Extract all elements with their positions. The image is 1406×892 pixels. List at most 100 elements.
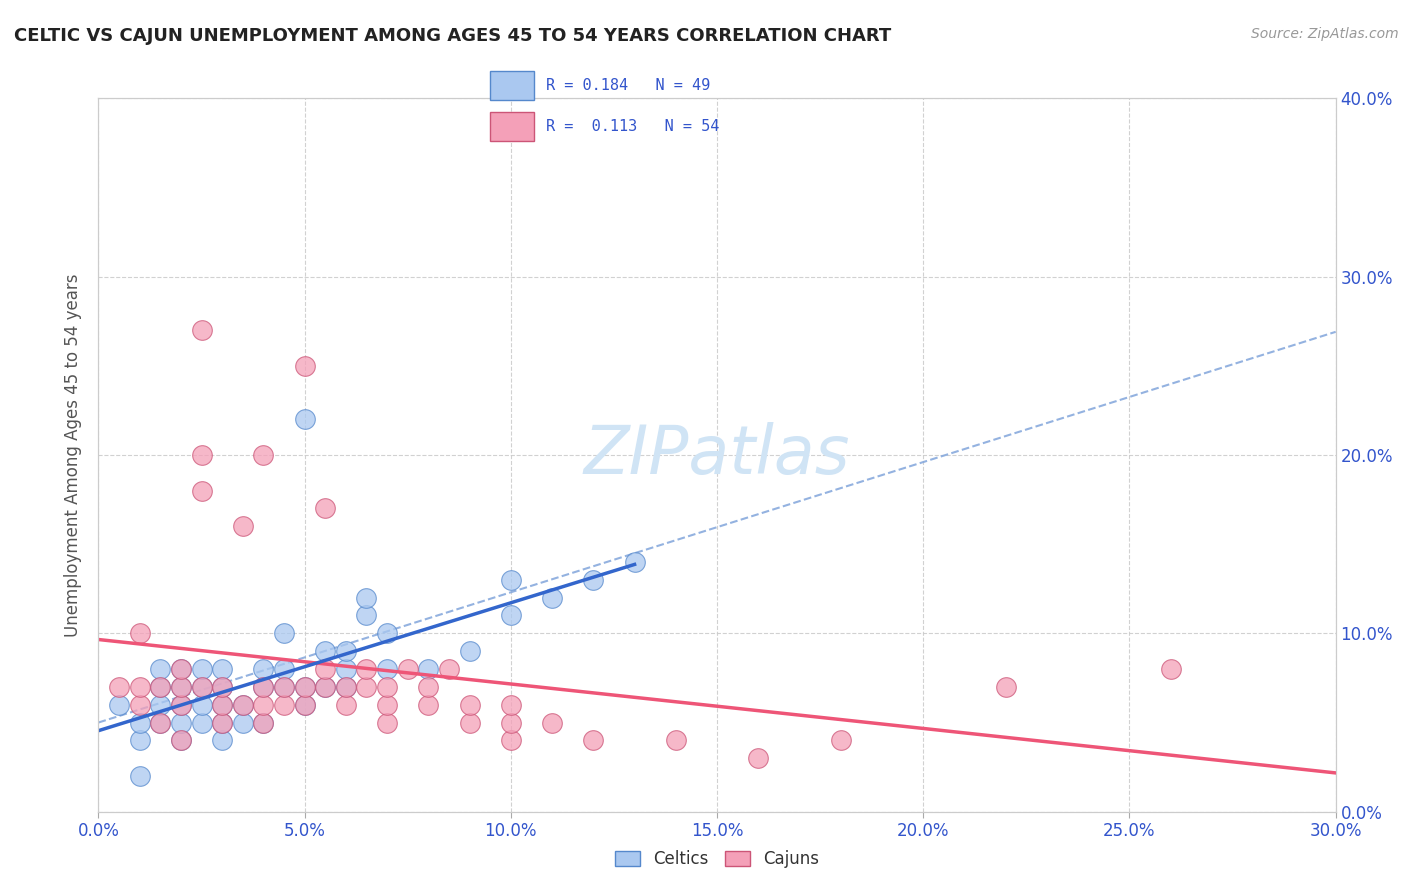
- Bar: [491, 112, 534, 141]
- Point: [294, 698, 316, 712]
- Point: [149, 680, 172, 694]
- Point: [128, 733, 150, 747]
- Point: [211, 698, 233, 712]
- Point: [211, 680, 233, 694]
- Text: Source: ZipAtlas.com: Source: ZipAtlas.com: [1251, 27, 1399, 41]
- Point: [1160, 662, 1182, 676]
- Point: [211, 698, 233, 712]
- Point: [252, 680, 274, 694]
- Point: [541, 591, 564, 605]
- Point: [458, 644, 481, 658]
- Point: [294, 680, 316, 694]
- Point: [356, 662, 378, 676]
- Point: [252, 715, 274, 730]
- Point: [582, 733, 605, 747]
- Point: [356, 591, 378, 605]
- Point: [170, 733, 193, 747]
- Point: [190, 698, 212, 712]
- Point: [541, 715, 564, 730]
- Point: [294, 680, 316, 694]
- Point: [273, 626, 295, 640]
- Point: [375, 715, 398, 730]
- Point: [294, 359, 316, 373]
- Point: [211, 680, 233, 694]
- Point: [375, 698, 398, 712]
- Text: R = 0.184   N = 49: R = 0.184 N = 49: [546, 78, 710, 93]
- Point: [149, 698, 172, 712]
- Point: [190, 662, 212, 676]
- Point: [252, 448, 274, 462]
- Point: [190, 483, 212, 498]
- Point: [273, 680, 295, 694]
- Point: [458, 698, 481, 712]
- Point: [108, 680, 131, 694]
- Point: [170, 662, 193, 676]
- Point: [437, 662, 460, 676]
- Point: [128, 698, 150, 712]
- Point: [335, 680, 357, 694]
- Point: [314, 680, 336, 694]
- Point: [232, 698, 254, 712]
- Point: [211, 715, 233, 730]
- Point: [356, 680, 378, 694]
- Point: [170, 680, 193, 694]
- Point: [499, 715, 522, 730]
- Point: [499, 573, 522, 587]
- Point: [314, 662, 336, 676]
- Point: [458, 715, 481, 730]
- Point: [830, 733, 852, 747]
- Point: [994, 680, 1017, 694]
- Point: [375, 662, 398, 676]
- Point: [128, 680, 150, 694]
- Point: [190, 680, 212, 694]
- Point: [232, 715, 254, 730]
- Point: [747, 751, 769, 765]
- Point: [335, 680, 357, 694]
- Point: [128, 715, 150, 730]
- Point: [499, 698, 522, 712]
- Point: [170, 680, 193, 694]
- Point: [582, 573, 605, 587]
- Point: [232, 519, 254, 533]
- Point: [375, 626, 398, 640]
- Text: CELTIC VS CAJUN UNEMPLOYMENT AMONG AGES 45 TO 54 YEARS CORRELATION CHART: CELTIC VS CAJUN UNEMPLOYMENT AMONG AGES …: [14, 27, 891, 45]
- Point: [211, 733, 233, 747]
- Point: [335, 644, 357, 658]
- Point: [314, 680, 336, 694]
- Point: [356, 608, 378, 623]
- Point: [252, 715, 274, 730]
- Text: ZIPatlas: ZIPatlas: [583, 422, 851, 488]
- Point: [190, 715, 212, 730]
- Point: [294, 698, 316, 712]
- Point: [335, 698, 357, 712]
- Point: [128, 626, 150, 640]
- Point: [418, 680, 440, 694]
- Point: [190, 680, 212, 694]
- Point: [252, 698, 274, 712]
- Point: [190, 448, 212, 462]
- Point: [396, 662, 419, 676]
- Point: [273, 680, 295, 694]
- Point: [252, 662, 274, 676]
- Legend: Celtics, Cajuns: Celtics, Cajuns: [607, 844, 827, 875]
- Point: [108, 698, 131, 712]
- Point: [665, 733, 688, 747]
- Text: R =  0.113   N = 54: R = 0.113 N = 54: [546, 120, 720, 134]
- Point: [170, 698, 193, 712]
- Point: [149, 715, 172, 730]
- Point: [375, 680, 398, 694]
- Point: [128, 769, 150, 783]
- Point: [314, 644, 336, 658]
- Point: [170, 698, 193, 712]
- Point: [170, 733, 193, 747]
- Point: [273, 662, 295, 676]
- Point: [232, 698, 254, 712]
- Point: [149, 715, 172, 730]
- Point: [418, 698, 440, 712]
- Point: [252, 680, 274, 694]
- Point: [190, 323, 212, 337]
- Point: [149, 680, 172, 694]
- Point: [623, 555, 645, 569]
- Point: [314, 501, 336, 516]
- Point: [273, 698, 295, 712]
